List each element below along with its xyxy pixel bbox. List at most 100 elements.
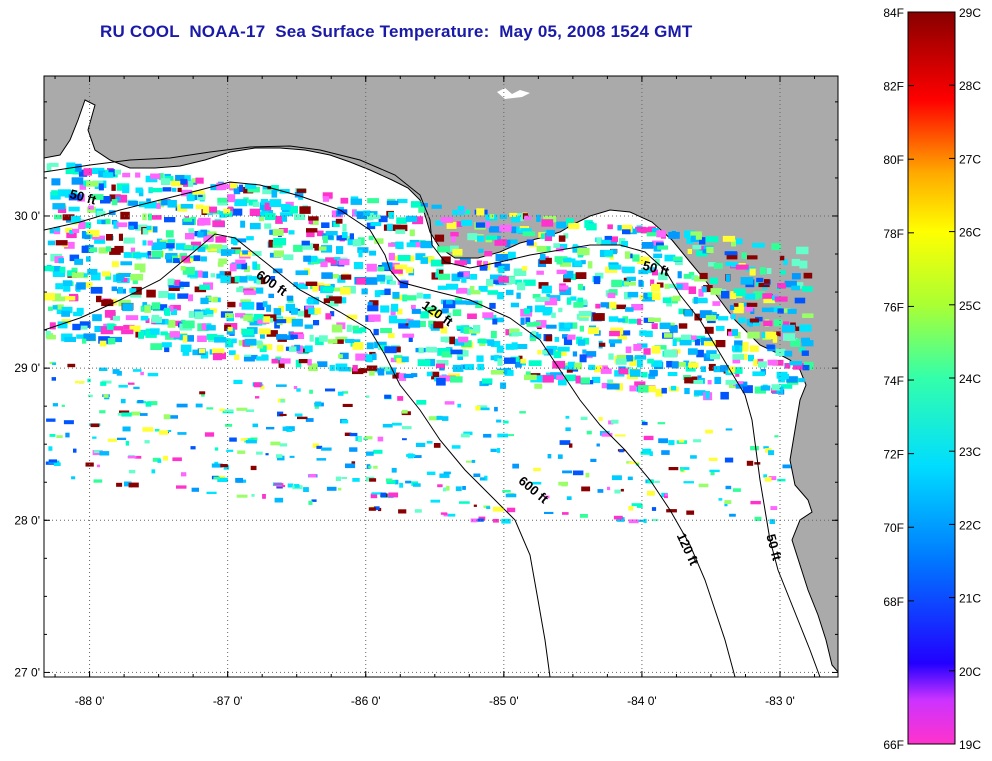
sst-pixel [516, 226, 523, 234]
sst-pixel [783, 321, 790, 327]
sst-pixel [195, 403, 203, 408]
sst-pixel [305, 281, 318, 286]
sst-pixel [745, 305, 754, 312]
sst-pixel [190, 446, 196, 450]
sst-pixel [304, 309, 311, 318]
sst-pixel [694, 390, 706, 396]
sst-pixel [336, 246, 344, 255]
sst-pixel [147, 372, 159, 377]
sst-pixel [303, 255, 311, 262]
colorbar-c-label: 19C [959, 738, 981, 752]
sst-pixel [540, 297, 550, 302]
sst-pixel [715, 340, 726, 348]
sst-pixel [596, 443, 600, 447]
sst-pixel [294, 413, 303, 417]
sst-pixel [197, 335, 207, 342]
sst-pixel [457, 272, 464, 278]
sst-pixel [402, 333, 415, 338]
sst-pixel [232, 208, 243, 216]
sst-pixel [731, 239, 736, 247]
sst-pixel [659, 322, 671, 329]
sst-pixel [308, 255, 318, 262]
sst-pixel [215, 475, 226, 478]
sst-pixel [725, 261, 733, 266]
sst-pixel [87, 378, 91, 383]
sst-pixel [749, 318, 759, 323]
sst-pixel [207, 296, 212, 301]
sst-pixel [84, 234, 91, 240]
sst-pixel [526, 239, 534, 246]
sst-pixel [272, 229, 284, 236]
sst-pixel [492, 506, 504, 512]
sst-pixel [791, 273, 801, 280]
sst-pixel [374, 290, 381, 298]
sst-pixel [721, 290, 730, 299]
sst-pixel [306, 228, 318, 233]
sst-pixel [377, 368, 385, 376]
sst-pixel [146, 198, 151, 204]
sst-pixel [654, 480, 660, 483]
sst-pixel [211, 463, 223, 468]
sst-pixel [106, 323, 115, 330]
sst-pixel [622, 229, 631, 235]
sst-pixel [238, 340, 245, 346]
sst-pixel [625, 346, 632, 354]
sst-pixel [580, 260, 586, 265]
sst-pixel [172, 457, 182, 462]
sst-pixel [398, 373, 407, 381]
sst-pixel [65, 227, 73, 233]
sst-pixel [279, 413, 287, 416]
sst-pixel [725, 379, 738, 385]
sst-pixel [738, 303, 744, 310]
sst-pixel [223, 465, 229, 470]
sst-pixel [393, 355, 403, 361]
sst-pixel [342, 232, 348, 238]
sst-pixel [47, 240, 55, 246]
sst-pixel [668, 440, 675, 446]
sst-pixel [616, 354, 629, 363]
sst-pixel [252, 251, 262, 256]
sst-pixel [669, 296, 676, 302]
sst-pixel [164, 217, 176, 223]
sst-pixel [413, 242, 421, 248]
sst-pixel [101, 219, 106, 225]
sst-pixel [295, 359, 302, 368]
sst-pixel [212, 296, 218, 303]
sst-pixel [338, 259, 350, 266]
sst-pixel [246, 236, 254, 241]
sst-pixel [405, 215, 418, 222]
sst-pixel [341, 477, 347, 479]
sst-pixel [104, 218, 111, 225]
sst-pixel [317, 230, 324, 237]
sst-pixel [401, 356, 409, 363]
sst-pixel [98, 336, 110, 344]
sst-pixel [217, 477, 228, 482]
sst-pixel [473, 473, 481, 477]
contour-600ft [44, 233, 551, 677]
sst-pixel [125, 440, 130, 446]
sst-pixel [52, 203, 66, 210]
sst-pixel [125, 315, 139, 321]
sst-pixel [213, 476, 220, 480]
sst-pixel [46, 163, 52, 171]
sst-pixel [494, 406, 498, 412]
sst-pixel [233, 238, 247, 243]
sst-pixel [691, 335, 697, 340]
sst-pixel [500, 382, 507, 389]
sst-pixel [52, 362, 57, 365]
sst-pixel [180, 266, 186, 271]
sst-pixel [169, 415, 178, 419]
sst-pixel [714, 376, 722, 384]
sst-pixel [402, 438, 407, 441]
sst-pixel [542, 350, 548, 355]
sst-pixel [542, 311, 550, 316]
sst-pixel [446, 299, 453, 305]
sst-pixel [167, 319, 176, 328]
sst-pixel [288, 230, 295, 235]
sst-pixel [567, 334, 576, 340]
sst-pixel [456, 287, 468, 294]
sst-pixel [594, 272, 604, 279]
sst-pixel [688, 271, 695, 277]
sst-pixel [336, 235, 347, 241]
sst-pixel [573, 302, 584, 308]
